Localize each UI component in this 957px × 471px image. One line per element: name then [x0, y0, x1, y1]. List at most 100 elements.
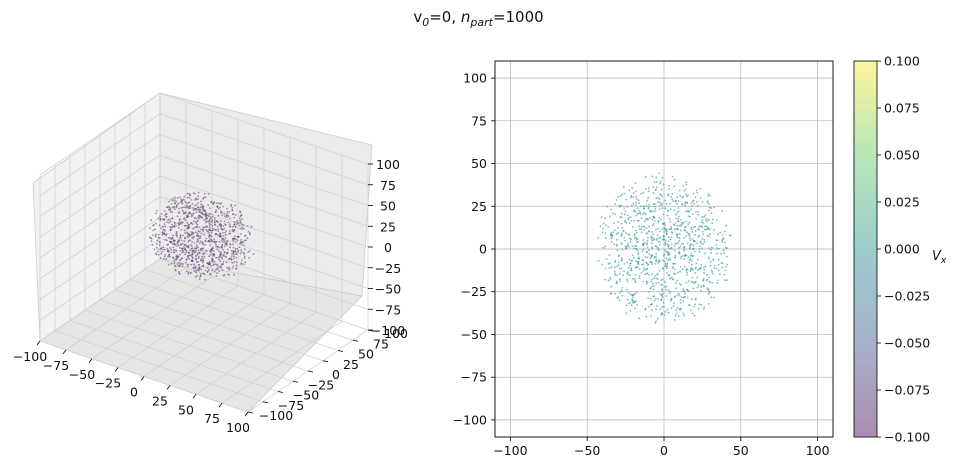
- data-point: [721, 266, 724, 269]
- data-point: [624, 239, 626, 242]
- data-point: [629, 262, 632, 265]
- data-point: [637, 237, 639, 240]
- data-point: [667, 311, 670, 314]
- data-point: [194, 266, 197, 269]
- data-point: [670, 298, 672, 300]
- data-point: [635, 197, 638, 200]
- data-point: [683, 258, 686, 261]
- data-point: [233, 255, 235, 258]
- data-point: [638, 267, 641, 270]
- data-point: [645, 227, 648, 230]
- data-point: [219, 202, 222, 205]
- data-point: [231, 207, 234, 209]
- data-point: [634, 236, 636, 239]
- data-point: [190, 233, 193, 236]
- data-point: [173, 264, 176, 267]
- data-point: [223, 227, 226, 230]
- data-point: [215, 243, 217, 246]
- data-point: [693, 239, 696, 242]
- data-point: [604, 232, 607, 235]
- data-point: [185, 261, 187, 264]
- data-point: [704, 252, 706, 255]
- data-point: [645, 243, 648, 246]
- data-point: [162, 246, 165, 249]
- data-point: [660, 283, 662, 286]
- data-point: [705, 279, 708, 282]
- x-tick-label: 25: [152, 393, 168, 408]
- data-point: [640, 228, 643, 231]
- data-point: [628, 189, 631, 192]
- data-point: [191, 202, 194, 205]
- data-point: [671, 175, 674, 178]
- data-point: [653, 202, 656, 205]
- data-point: [188, 239, 190, 242]
- data-point: [609, 276, 611, 279]
- data-point: [667, 194, 670, 197]
- data-point: [645, 188, 647, 190]
- data-point: [690, 253, 693, 255]
- data-point: [214, 232, 217, 235]
- data-point: [170, 262, 173, 265]
- data-point: [618, 268, 621, 270]
- data-point: [195, 254, 198, 257]
- data-point: [181, 249, 184, 252]
- data-point: [161, 231, 164, 234]
- data-point: [226, 242, 229, 245]
- data-point: [175, 256, 178, 259]
- data-point: [624, 245, 627, 247]
- data-point: [239, 227, 242, 230]
- data-point: [208, 222, 211, 225]
- data-point: [192, 266, 195, 269]
- data-point: [655, 282, 657, 284]
- data-point: [660, 188, 663, 191]
- data-point: [649, 257, 651, 260]
- grid-line: [129, 279, 339, 351]
- data-point: [180, 243, 183, 246]
- data-point: [673, 249, 676, 252]
- data-point: [668, 277, 671, 280]
- data-point: [217, 233, 219, 236]
- data-point: [610, 208, 612, 211]
- data-point: [196, 208, 199, 211]
- data-point: [227, 221, 230, 224]
- data-point: [644, 176, 647, 178]
- data-point: [623, 207, 625, 210]
- data-point: [165, 215, 168, 218]
- data-point: [160, 247, 162, 250]
- data-point: [670, 226, 673, 228]
- data-point: [636, 219, 639, 222]
- data-point: [676, 196, 678, 199]
- data-point: [239, 252, 242, 255]
- data-point: [648, 253, 651, 255]
- data-point: [634, 182, 637, 185]
- data-point: [169, 208, 172, 211]
- data-point: [205, 225, 208, 228]
- data-point: [677, 237, 679, 239]
- data-point: [622, 274, 625, 276]
- data-point: [706, 274, 708, 276]
- data-point: [222, 234, 225, 237]
- data-point: [657, 262, 659, 264]
- data-point: [222, 255, 224, 257]
- data-point: [235, 253, 238, 255]
- data-point: [678, 189, 681, 192]
- data-point: [241, 243, 243, 246]
- data-point: [677, 220, 680, 223]
- data-point: [642, 248, 645, 251]
- data-point: [641, 263, 643, 266]
- data-point: [607, 263, 610, 265]
- data-point: [198, 266, 201, 269]
- data-point: [716, 233, 719, 236]
- data-point: [639, 205, 642, 208]
- data-point: [195, 235, 198, 237]
- data-point: [208, 262, 211, 264]
- data-point: [149, 227, 152, 230]
- data-point: [196, 238, 199, 240]
- data-point: [680, 283, 682, 286]
- grid-line: [39, 92, 161, 176]
- colorbar-tick-label: 0.000: [884, 242, 920, 257]
- data-point: [192, 209, 195, 212]
- grid-3d: [39, 92, 369, 413]
- data-point: [646, 251, 649, 253]
